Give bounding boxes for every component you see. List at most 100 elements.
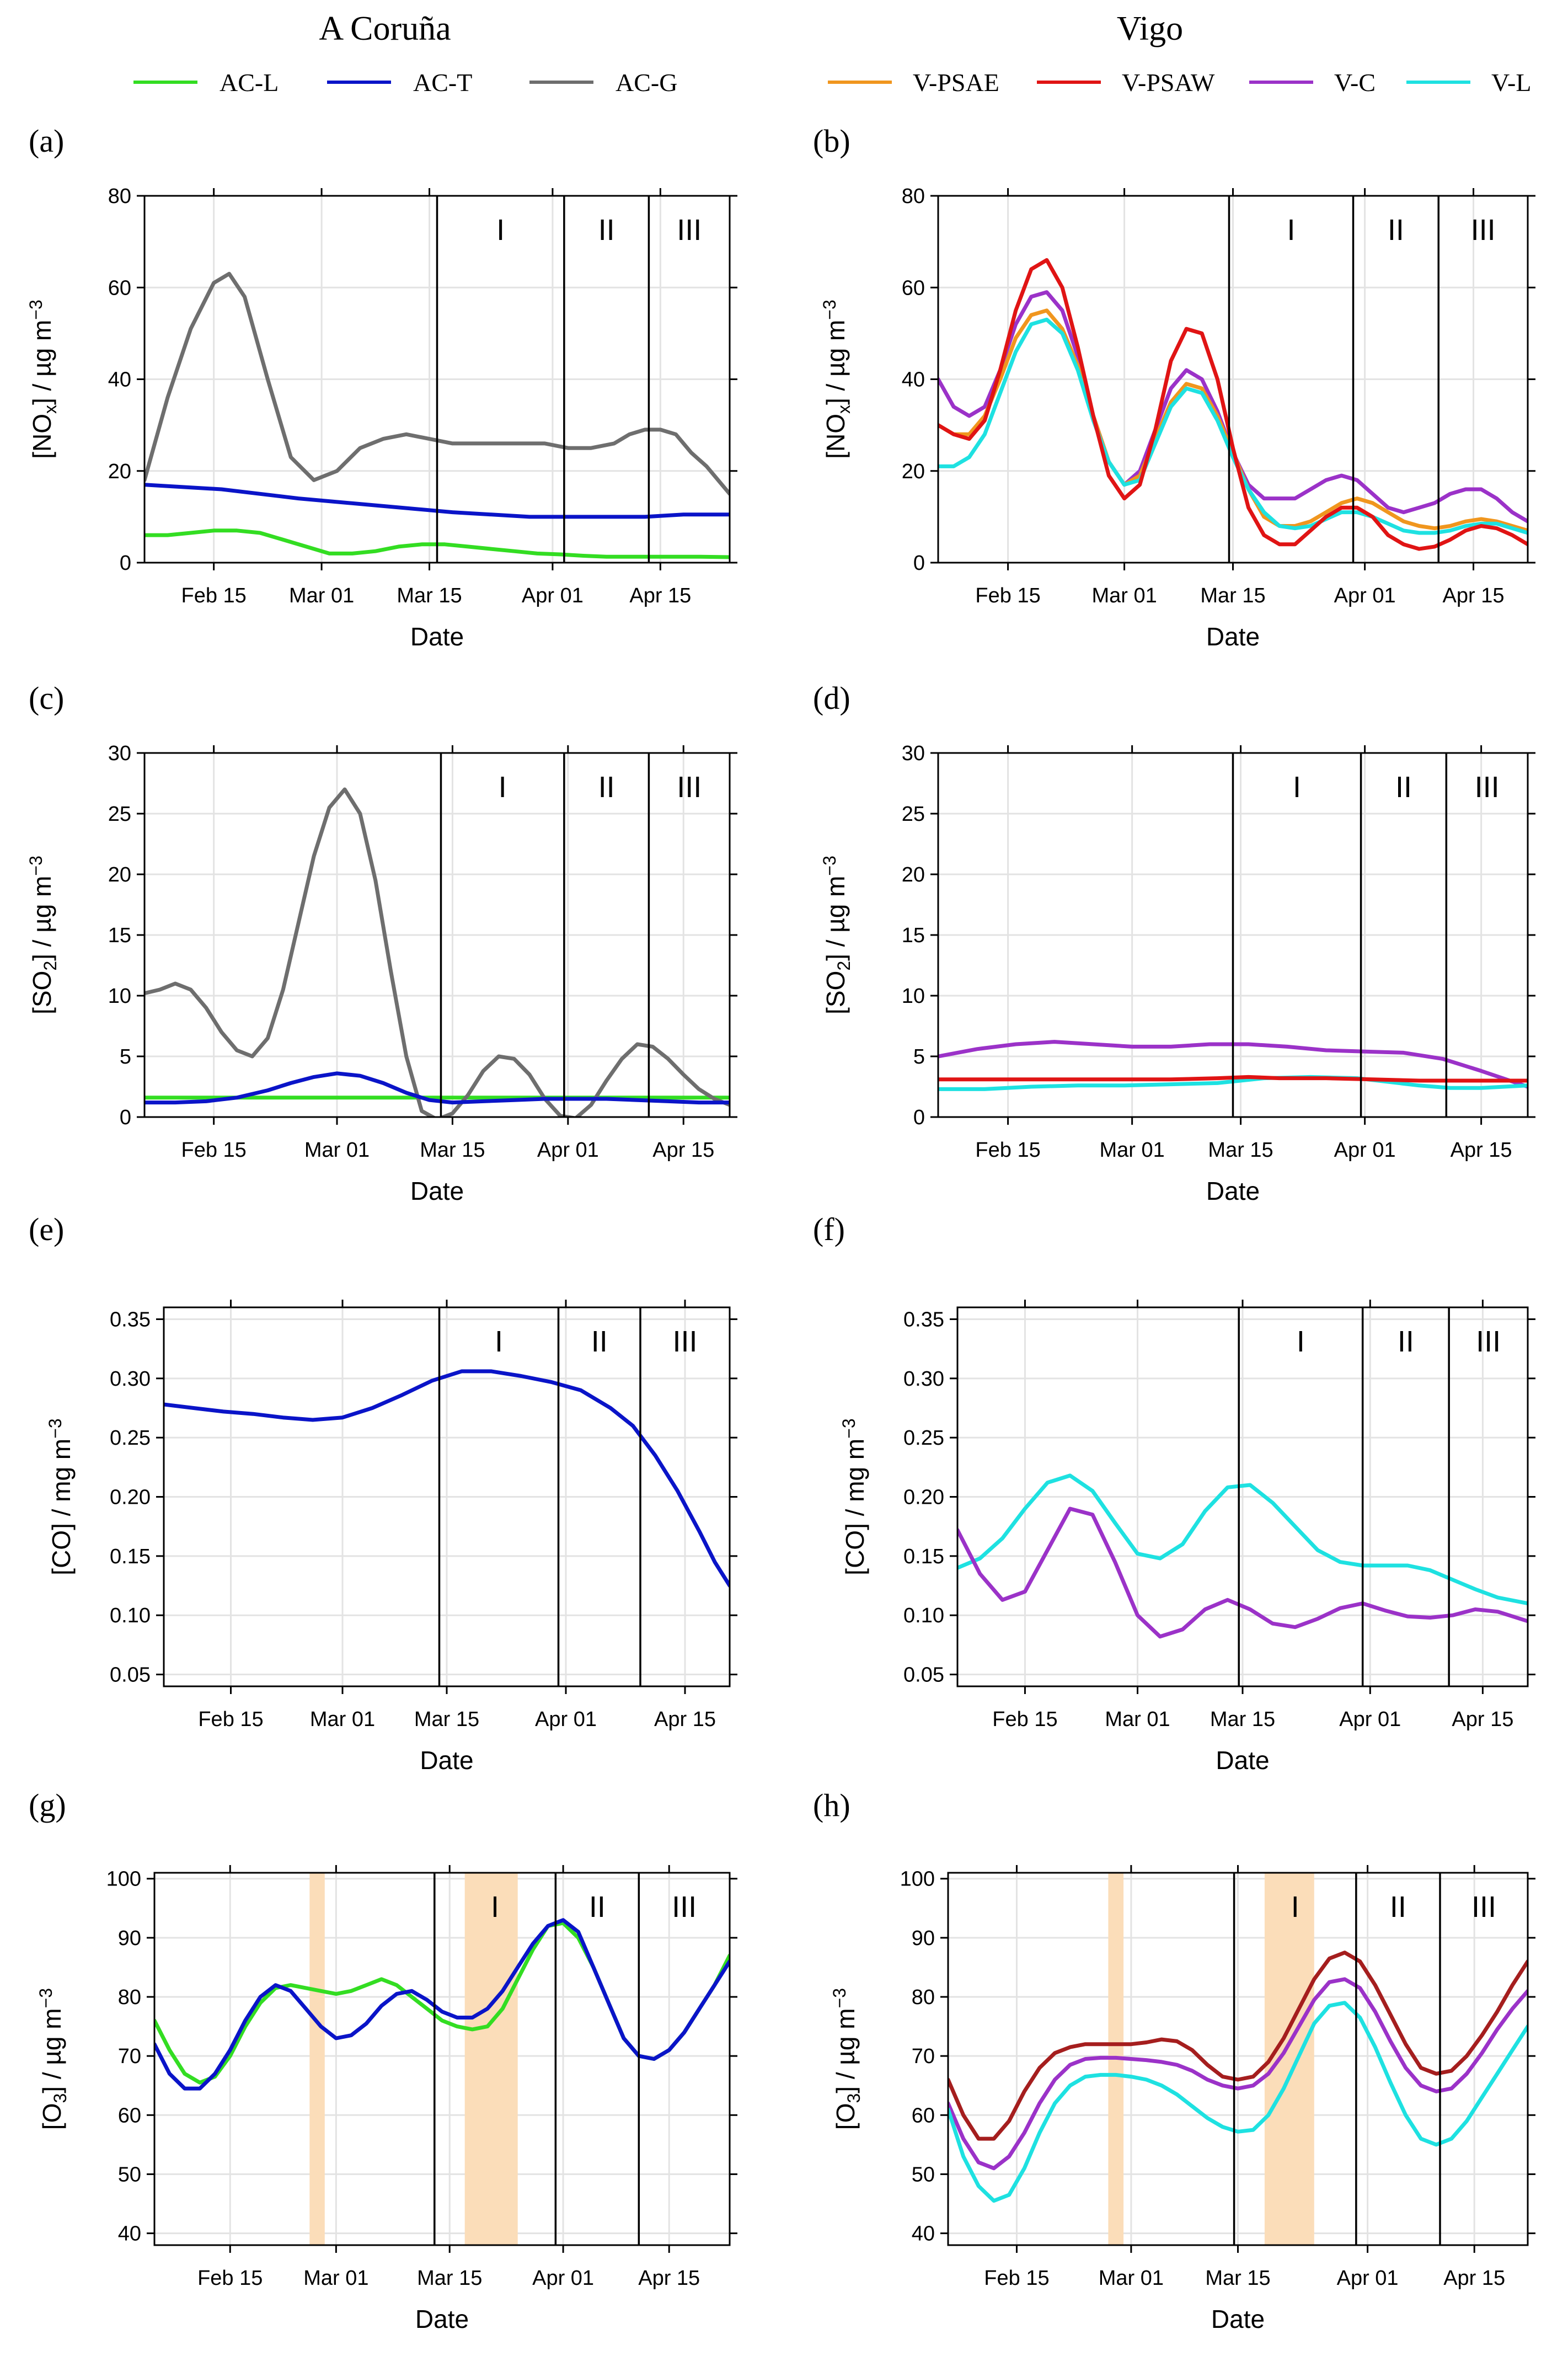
series-line-ac-t bbox=[154, 1918, 730, 2091]
region-label-II: II bbox=[598, 213, 615, 247]
y-axis-title: [O3] / µg m−3 bbox=[36, 1988, 70, 2130]
x-tick-label: Mar 01 bbox=[1105, 1708, 1170, 1731]
x-tick-label: Apr 01 bbox=[1339, 1708, 1401, 1731]
x-tick-label: Mar 01 bbox=[1091, 584, 1157, 607]
x-tick-label: Apr 01 bbox=[535, 1708, 597, 1731]
x-axis-title: Date bbox=[1216, 1746, 1269, 1775]
x-tick-label: Apr 01 bbox=[1334, 584, 1396, 607]
legend-label-v-l: V-L bbox=[1491, 68, 1531, 97]
series-line-v-l bbox=[938, 317, 1528, 535]
y-tick-label: 0 bbox=[120, 1106, 131, 1129]
region-label-III: III bbox=[1471, 1890, 1496, 1924]
region-label-I: I bbox=[491, 1890, 499, 1924]
region-label-I: I bbox=[1293, 771, 1301, 804]
legend-label-ac-l: AC-L bbox=[220, 68, 279, 97]
y-axis-title: [NOx] / µg m−3 bbox=[26, 300, 60, 459]
series-line-ac-g bbox=[145, 271, 730, 496]
x-tick-label: Apr 15 bbox=[1443, 2267, 1505, 2290]
panel-label: (h) bbox=[813, 1787, 850, 1823]
y-tick-label: 40 bbox=[118, 2223, 141, 2246]
region-label-III: III bbox=[672, 1890, 697, 1924]
x-tick-label: Feb 15 bbox=[181, 1139, 246, 1162]
legend-label-ac-g: AC-G bbox=[616, 68, 677, 97]
x-axis-title: Date bbox=[415, 2305, 469, 2333]
y-tick-label: 0.15 bbox=[110, 1545, 151, 1568]
region-label-I: I bbox=[1291, 1890, 1299, 1924]
y-tick-label: 5 bbox=[913, 1045, 925, 1069]
series-group bbox=[164, 1369, 730, 1588]
legend-label-v-psaw: V-PSAW bbox=[1122, 68, 1215, 97]
y-tick-label: 90 bbox=[118, 1927, 141, 1950]
x-tick-label: Mar 01 bbox=[303, 2267, 368, 2290]
y-tick-label: 25 bbox=[108, 803, 131, 826]
y-tick-label: 100 bbox=[106, 1868, 141, 1891]
panel-label: (d) bbox=[813, 680, 850, 716]
legend-label-ac-t: AC-T bbox=[413, 68, 472, 97]
series-group bbox=[948, 1951, 1528, 2203]
series-line-ac-g bbox=[145, 787, 730, 1117]
y-axis-title: [SO2] / µg m−3 bbox=[26, 856, 60, 1014]
x-tick-label: Apr 01 bbox=[537, 1139, 599, 1162]
region-label-III: III bbox=[1471, 213, 1496, 247]
y-tick-label: 20 bbox=[108, 863, 131, 886]
x-tick-label: Feb 15 bbox=[984, 2267, 1049, 2290]
x-tick-label: Mar 15 bbox=[1205, 2267, 1270, 2290]
x-tick-label: Mar 15 bbox=[420, 1139, 485, 1162]
legend-label-v-psae: V-PSAE bbox=[913, 68, 999, 97]
region-label-III: III bbox=[677, 213, 702, 247]
region-label-II: II bbox=[1390, 1890, 1406, 1924]
x-tick-label: Feb 15 bbox=[975, 584, 1040, 607]
x-tick-label: Apr 15 bbox=[1451, 1139, 1512, 1162]
series-line-v-l bbox=[948, 2001, 1528, 2203]
gridlines bbox=[145, 752, 730, 1118]
shaded-period bbox=[309, 1873, 325, 2245]
series-group bbox=[145, 787, 730, 1117]
panel-label: (g) bbox=[29, 1787, 66, 1823]
y-tick-label: 15 bbox=[108, 924, 131, 947]
y-tick-label: 0 bbox=[913, 1106, 925, 1129]
x-tick-label: Feb 15 bbox=[197, 2267, 263, 2290]
region-label-I: I bbox=[495, 1325, 503, 1358]
y-tick-label: 0 bbox=[120, 552, 131, 575]
x-axis-title: Date bbox=[410, 622, 464, 651]
series-line-ac-l bbox=[145, 528, 730, 559]
panel-f: (f)I II III0.050.100.150.200.250.300.35Feb… bbox=[813, 1211, 1535, 1775]
x-tick-label: Apr 15 bbox=[638, 2267, 700, 2290]
y-tick-label: 80 bbox=[912, 1986, 935, 2009]
y-tick-label: 0 bbox=[913, 552, 925, 575]
series-line-v-psaw bbox=[938, 258, 1528, 551]
y-tick-label: 60 bbox=[912, 2104, 935, 2127]
x-axis-title: Date bbox=[1206, 622, 1260, 651]
x-axis-title: Date bbox=[420, 1746, 473, 1775]
x-tick-label: Apr 15 bbox=[1443, 584, 1505, 607]
y-tick-label: 70 bbox=[118, 2045, 141, 2068]
group-title-vigo: Vigo bbox=[1117, 10, 1183, 47]
legend-label-v-c: V-C bbox=[1334, 68, 1376, 97]
panel-label: (b) bbox=[813, 123, 850, 159]
region-label-III: III bbox=[672, 1325, 697, 1358]
y-tick-label: 90 bbox=[912, 1927, 935, 1950]
panel-e: (e)I II III0.050.100.150.200.250.300.35Feb… bbox=[29, 1211, 737, 1775]
x-tick-label: Mar 15 bbox=[417, 2267, 482, 2290]
x-tick-label: Apr 01 bbox=[1334, 1139, 1396, 1162]
y-tick-label: 50 bbox=[118, 2163, 141, 2186]
y-tick-label: 70 bbox=[912, 2045, 935, 2068]
region-label-II: II bbox=[1395, 771, 1412, 804]
y-tick-label: 60 bbox=[902, 276, 925, 300]
y-tick-label: 0.30 bbox=[110, 1367, 151, 1391]
x-tick-label: Feb 15 bbox=[975, 1139, 1040, 1162]
y-tick-label: 0.35 bbox=[903, 1308, 944, 1331]
y-axis-title: [CO] / mg m−3 bbox=[45, 1418, 76, 1575]
y-tick-label: 40 bbox=[902, 368, 925, 392]
panel-label: (e) bbox=[29, 1211, 64, 1247]
panel-label: (c) bbox=[29, 680, 64, 716]
region-label-I: I bbox=[499, 771, 507, 804]
y-tick-label: 0.20 bbox=[110, 1486, 151, 1509]
series-line-v-c bbox=[938, 1040, 1528, 1089]
x-tick-label: Feb 15 bbox=[181, 584, 246, 607]
y-tick-label: 5 bbox=[120, 1045, 131, 1069]
y-tick-label: 100 bbox=[900, 1868, 935, 1891]
gridlines bbox=[154, 1873, 730, 2245]
